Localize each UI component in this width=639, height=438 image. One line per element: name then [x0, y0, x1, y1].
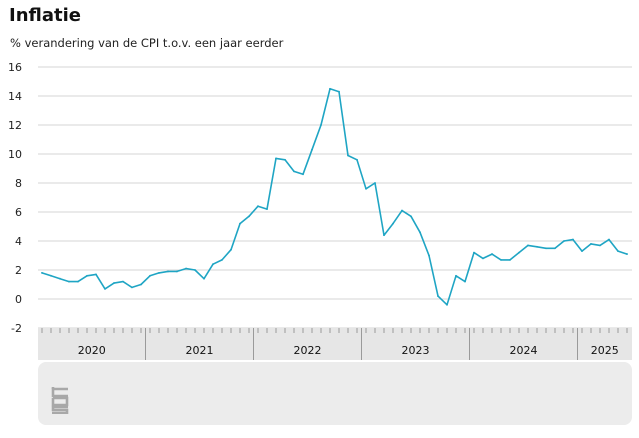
- data-point: [383, 234, 385, 237]
- x-tick-label: 2023: [402, 344, 430, 357]
- x-tick-label: 2020: [78, 344, 106, 357]
- data-point: [320, 124, 322, 126]
- data-point: [248, 215, 250, 218]
- data-point: [347, 154, 349, 157]
- data-point: [365, 187, 367, 190]
- data-point: [257, 205, 259, 208]
- chart-subtitle: % verandering van de CPI t.o.v. een jaar…: [10, 36, 284, 50]
- data-point: [284, 158, 286, 161]
- data-point: [293, 170, 295, 173]
- y-tick-label: 14: [8, 90, 22, 103]
- data-point: [527, 244, 529, 247]
- data-point: [491, 253, 493, 255]
- data-point: [482, 257, 484, 260]
- data-point: [428, 254, 430, 257]
- cbs-logo-icon: [51, 387, 69, 414]
- data-point: [194, 269, 196, 271]
- data-point: [626, 253, 628, 255]
- y-tick-label: 8: [15, 177, 22, 190]
- y-tick-label: 16: [8, 61, 22, 74]
- data-point: [455, 274, 457, 277]
- data-point: [446, 303, 448, 306]
- data-point: [176, 270, 178, 273]
- y-tick-label: 0: [15, 293, 22, 306]
- data-point: [401, 209, 403, 212]
- x-tick-label: 2021: [186, 344, 214, 357]
- data-point: [122, 280, 124, 283]
- data-point: [185, 267, 187, 270]
- y-tick-label: 2: [15, 264, 22, 277]
- data-point: [266, 208, 268, 211]
- data-point: [536, 245, 538, 248]
- x-axis-band: [38, 328, 632, 360]
- x-tick-label: 2024: [510, 344, 538, 357]
- data-point: [104, 287, 106, 290]
- data-point: [311, 148, 313, 151]
- data-point: [518, 251, 520, 254]
- data-point: [464, 280, 466, 283]
- data-point: [329, 87, 331, 90]
- data-point: [230, 248, 232, 251]
- chart-title: Inflatie: [9, 5, 81, 26]
- data-point: [59, 277, 61, 280]
- y-tick-label: 6: [15, 206, 22, 219]
- y-tick-label: -2: [11, 322, 22, 335]
- data-point: [581, 250, 583, 253]
- data-point: [473, 251, 475, 254]
- data-point: [338, 90, 340, 93]
- data-point: [41, 272, 43, 274]
- data-point: [158, 272, 160, 274]
- y-tick-label: 10: [8, 148, 22, 161]
- data-point: [374, 182, 376, 184]
- data-point: [599, 244, 601, 247]
- data-point: [572, 238, 574, 241]
- data-point: [563, 240, 565, 242]
- line-chart: -2 0 2 4 6 8 10 12 14 16 2020 2021 2022 2023 2024 2025: [8, 61, 632, 360]
- data-point: [86, 274, 88, 277]
- data-point: [77, 280, 79, 283]
- chart-footer: [38, 362, 632, 425]
- data-point: [50, 274, 52, 277]
- series-line: [41, 88, 628, 306]
- data-point: [140, 283, 142, 286]
- data-point: [392, 222, 394, 225]
- data-point: [131, 286, 133, 289]
- data-point: [419, 231, 421, 234]
- data-point: [437, 295, 439, 297]
- data-point: [545, 247, 547, 250]
- y-tick-label: 4: [15, 235, 22, 248]
- data-point: [212, 263, 214, 266]
- data-point: [617, 250, 619, 253]
- data-point: [608, 238, 610, 241]
- data-point: [410, 215, 412, 218]
- data-point: [500, 258, 502, 261]
- data-point: [167, 270, 169, 273]
- data-point: [509, 258, 511, 261]
- data-point: [113, 282, 115, 284]
- data-point: [95, 273, 97, 276]
- data-point: [203, 277, 205, 280]
- data-point: [554, 247, 556, 250]
- data-point: [356, 158, 358, 161]
- x-tick-label: 2025: [591, 344, 619, 357]
- data-point: [239, 222, 241, 225]
- data-point: [590, 243, 592, 245]
- data-point: [149, 274, 151, 277]
- y-tick-label: 12: [8, 119, 22, 132]
- data-point: [275, 157, 277, 160]
- x-tick-label: 2022: [294, 344, 322, 357]
- data-point: [68, 280, 70, 283]
- data-point: [302, 173, 304, 176]
- data-point: [221, 258, 223, 261]
